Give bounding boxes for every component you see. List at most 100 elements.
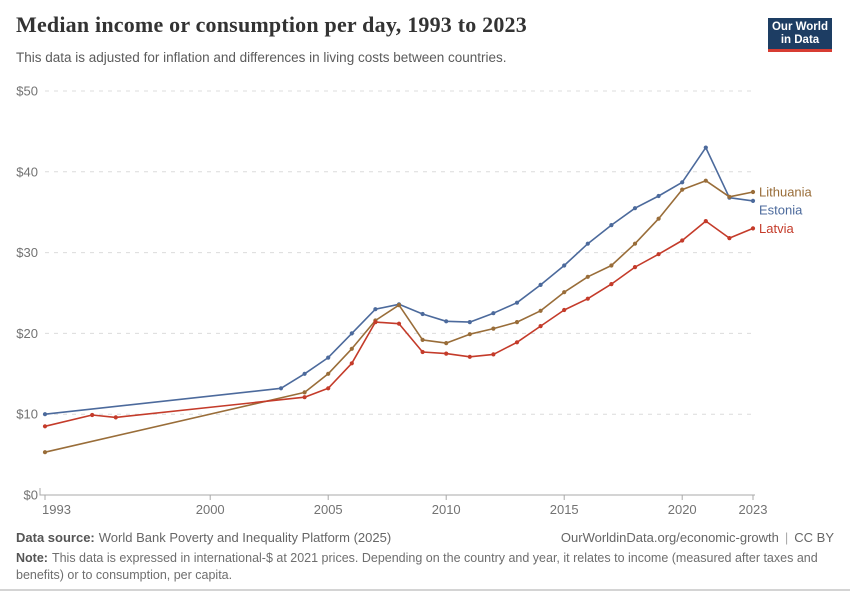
chart-footer: Data source: World Bank Poverty and Inequ… — [16, 530, 834, 584]
data-point[interactable] — [373, 320, 378, 325]
data-point[interactable] — [562, 307, 567, 313]
data-point[interactable] — [467, 320, 472, 325]
data-point[interactable] — [444, 319, 449, 324]
data-point[interactable] — [42, 412, 48, 417]
data-point[interactable] — [349, 361, 354, 366]
data-point[interactable] — [491, 311, 496, 316]
x-axis-label: 2005 — [314, 502, 343, 517]
data-point[interactable] — [609, 282, 614, 287]
data-point[interactable] — [538, 308, 543, 313]
data-point[interactable] — [302, 371, 307, 376]
data-point[interactable] — [444, 351, 449, 356]
data-point[interactable] — [703, 219, 708, 224]
series-line-estonia[interactable] — [42, 145, 756, 417]
data-point[interactable] — [42, 450, 48, 455]
data-point[interactable] — [467, 354, 472, 359]
data-point[interactable] — [656, 216, 661, 221]
data-point[interactable] — [396, 303, 402, 308]
data-point[interactable] — [538, 324, 543, 329]
data-point[interactable] — [326, 355, 331, 360]
chart-subtitle: This data is adjusted for inflation and … — [16, 50, 507, 65]
data-point[interactable] — [113, 415, 118, 420]
data-point[interactable] — [302, 390, 307, 395]
series-label-estonia[interactable]: Estonia — [759, 203, 803, 218]
data-point[interactable] — [727, 194, 732, 199]
data-point[interactable] — [514, 300, 520, 305]
x-axis-line — [39, 488, 755, 496]
data-point[interactable] — [703, 178, 708, 183]
data-point[interactable] — [609, 263, 614, 268]
data-point[interactable] — [632, 265, 638, 270]
data-point[interactable] — [750, 189, 756, 195]
data-point[interactable] — [750, 198, 756, 203]
data-point[interactable] — [609, 223, 614, 228]
x-axis-label: 2000 — [196, 502, 225, 517]
data-point[interactable] — [444, 341, 449, 346]
data-source-value: World Bank Poverty and Inequality Platfo… — [98, 530, 392, 545]
series-line-lithuania[interactable] — [42, 178, 756, 455]
series-path[interactable] — [44, 146, 754, 415]
data-point[interactable] — [703, 145, 708, 150]
data-point[interactable] — [326, 386, 331, 391]
data-point[interactable] — [514, 340, 520, 345]
data-point[interactable] — [656, 193, 661, 199]
y-axis-label: $30 — [16, 245, 38, 260]
series-label-lithuania[interactable]: Lithuania — [759, 185, 813, 200]
owid-logo[interactable]: Our World in Data — [768, 18, 832, 52]
data-point[interactable] — [632, 241, 638, 246]
data-point[interactable] — [585, 274, 590, 279]
data-point[interactable] — [420, 349, 425, 355]
bottom-divider — [0, 589, 850, 591]
data-point[interactable] — [396, 321, 402, 326]
data-point[interactable] — [420, 337, 425, 342]
data-source: Data source: World Bank Poverty and Inequ… — [16, 530, 391, 545]
data-point[interactable] — [90, 412, 95, 418]
data-point[interactable] — [373, 307, 378, 312]
data-point[interactable] — [278, 386, 284, 391]
data-point[interactable] — [538, 282, 543, 287]
data-point[interactable] — [349, 331, 354, 336]
data-point[interactable] — [420, 311, 425, 317]
data-point[interactable] — [326, 371, 331, 376]
data-point[interactable] — [562, 263, 567, 268]
owid-logo-line1: Our World — [771, 21, 828, 33]
series-path[interactable] — [44, 179, 754, 453]
x-axis-label: 2020 — [668, 502, 697, 517]
footer-note-label: Note: — [16, 551, 48, 565]
data-point[interactable] — [491, 352, 496, 357]
data-point[interactable] — [349, 346, 354, 351]
data-point[interactable] — [585, 296, 590, 301]
data-source-label: Data source: — [16, 530, 95, 545]
owid-url-link[interactable]: OurWorldinData.org/economic-growth — [560, 530, 779, 545]
data-point[interactable] — [656, 252, 661, 257]
data-point[interactable] — [302, 395, 307, 400]
data-point[interactable] — [585, 241, 590, 246]
data-point[interactable] — [680, 180, 685, 185]
license-link[interactable]: CC BY — [794, 530, 834, 545]
y-axis-label: $10 — [16, 407, 38, 422]
y-axis-label: $0 — [24, 488, 38, 503]
data-point[interactable] — [491, 326, 496, 331]
data-point[interactable] — [750, 226, 756, 231]
data-point[interactable] — [727, 236, 732, 241]
owid-logo-line2: in Data — [780, 34, 820, 46]
data-point[interactable] — [42, 424, 48, 429]
x-axis-label: 2010 — [432, 502, 461, 517]
data-point[interactable] — [632, 206, 638, 211]
y-axis-label: $50 — [16, 84, 38, 99]
footer-note-text: This data is expressed in international-… — [16, 551, 818, 582]
data-point[interactable] — [680, 238, 685, 243]
page-title: Median income or consumption per day, 19… — [16, 12, 527, 37]
data-point[interactable] — [562, 290, 567, 295]
series-label-latvia[interactable]: Latvia — [759, 221, 794, 236]
footer-note: Note: This data is expressed in internati… — [16, 550, 834, 584]
series-line-latvia[interactable] — [42, 219, 756, 429]
y-axis-label: $40 — [16, 164, 38, 179]
data-point[interactable] — [680, 187, 685, 192]
data-point[interactable] — [467, 332, 472, 337]
footer-separator: | — [784, 530, 789, 545]
data-point[interactable] — [514, 320, 520, 325]
